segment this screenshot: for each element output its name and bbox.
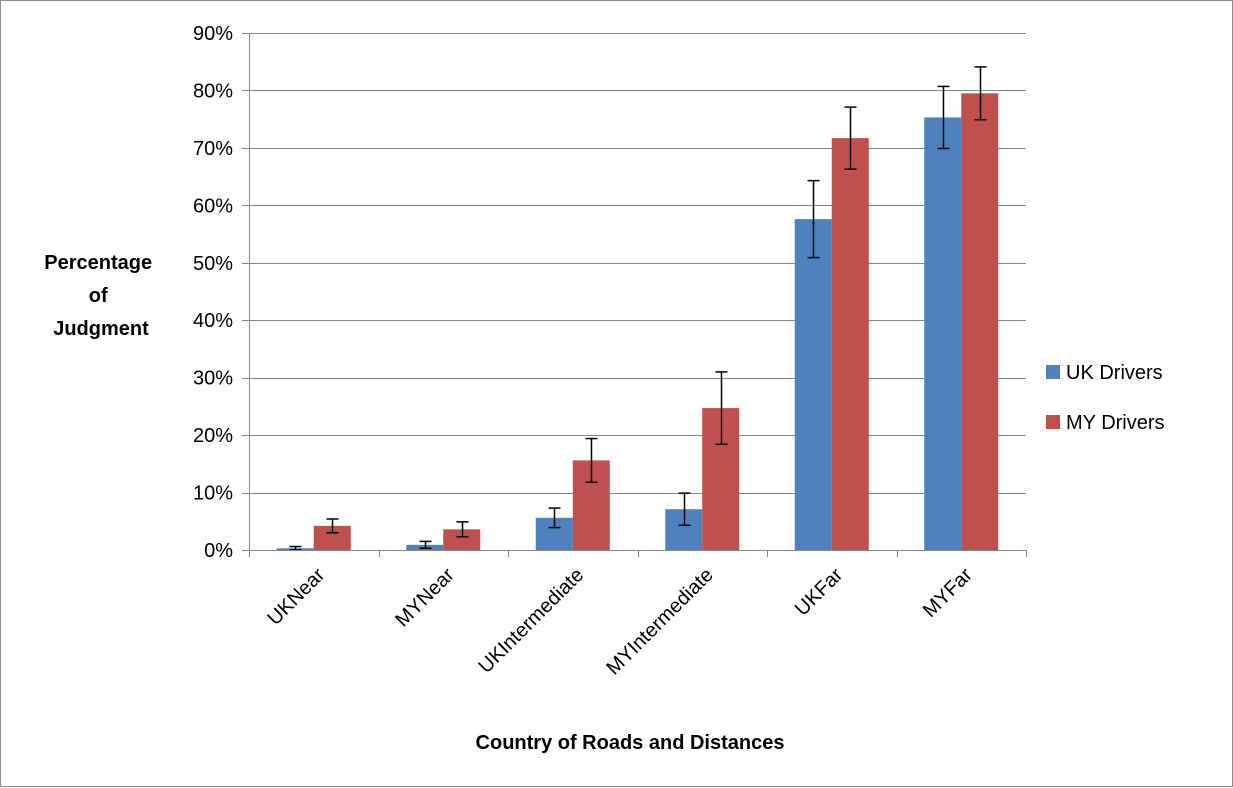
bar-uk-drivers-ukfar <box>794 219 832 550</box>
y-tick-label: 60% <box>193 195 233 217</box>
x-tick-label: UKIntermediate <box>474 564 588 678</box>
bar-uk-drivers-myfar <box>924 117 962 551</box>
y-axis-title: Percentage of Judgment <box>44 252 157 340</box>
y-tick-label: 0% <box>204 540 233 562</box>
legend-label-my-drivers: MY Drivers <box>1066 412 1165 434</box>
legend-label-uk-drivers: UK Drivers <box>1066 362 1163 384</box>
error-bar <box>974 66 987 121</box>
y-tick-label: 50% <box>193 253 233 275</box>
bars <box>276 93 999 551</box>
legend-swatch-my-drivers <box>1046 415 1060 429</box>
y-tick-label: 90% <box>193 23 233 45</box>
x-tick-label: MYIntermediate <box>602 564 717 679</box>
y-axis-title-line-3: Judgment <box>53 318 149 340</box>
y-axis-title-line-2: of <box>89 285 108 307</box>
error-bar <box>937 85 950 150</box>
axes <box>242 33 1027 557</box>
bar-my-drivers-myfar <box>961 93 999 551</box>
x-axis-title: Country of Roads and Distances <box>476 732 785 754</box>
error-bar <box>807 179 820 259</box>
error-bar <box>419 540 432 550</box>
x-tick-label: MYNear <box>391 564 459 632</box>
y-tick-label: 70% <box>193 138 233 160</box>
y-tick-label: 20% <box>193 425 233 447</box>
y-tick-label: 40% <box>193 310 233 332</box>
y-axis-title-line-1: Percentage <box>44 252 152 274</box>
error-bar <box>326 518 339 534</box>
x-tick-label: UKNear <box>263 564 329 630</box>
error-bar <box>678 492 691 527</box>
y-tick-label: 80% <box>193 80 233 102</box>
bar-my-drivers-mynear <box>443 529 481 550</box>
x-tick-label: MYFar <box>919 564 977 622</box>
y-tick-label: 30% <box>193 368 233 390</box>
bar-my-drivers-ukfar <box>831 138 869 550</box>
x-tick-label: UKFar <box>791 564 848 621</box>
legend-swatch-uk-drivers <box>1046 365 1060 379</box>
y-tick-labels: 0% 10% 20% 30% 40% 50% 60% 70% 80% 90% <box>193 23 233 562</box>
legend: UK Drivers MY Drivers <box>1046 362 1165 434</box>
error-bar <box>585 437 598 483</box>
error-bars <box>289 66 987 551</box>
x-tick-labels: UKNear MYNear UKIntermediate MYIntermediate… <box>263 564 977 680</box>
error-bar <box>548 507 561 529</box>
error-bar <box>456 521 469 538</box>
y-tick-label: 10% <box>193 483 233 505</box>
error-bar <box>844 106 857 170</box>
gridlines <box>249 33 1026 494</box>
error-bar <box>715 371 728 446</box>
